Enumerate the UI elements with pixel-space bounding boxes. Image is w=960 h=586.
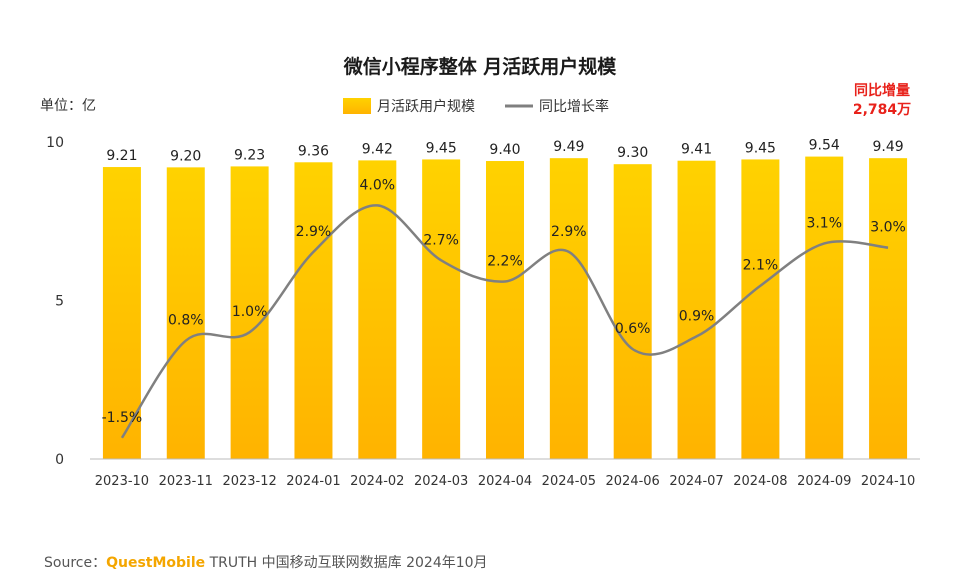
y-axis: 0 5 10	[46, 135, 64, 468]
bar	[741, 159, 780, 459]
bar-value-label: 9.42	[362, 141, 393, 157]
unit-label: 单位：亿	[40, 98, 96, 114]
x-tick-label: 2024-02	[350, 474, 404, 489]
bar-value-label: 9.45	[426, 140, 457, 156]
y-tick-label: 5	[55, 294, 64, 310]
growth-value-label: 2.9%	[551, 224, 587, 240]
bar-labels: 9.21 9.20 9.23 9.36 9.42 9.45 9.40 9.49 9.30 9.41…	[106, 138, 903, 165]
bar	[166, 167, 205, 460]
growth-value-label: 3.1%	[806, 215, 842, 231]
bar-value-label: 9.20	[170, 148, 201, 164]
growth-value-label: 2.1%	[743, 258, 779, 274]
x-tick-label: 2024-01	[286, 474, 340, 489]
y-tick-label: 10	[46, 135, 64, 151]
x-tick-label: 2024-06	[606, 474, 660, 489]
x-tick-label: 2023-12	[222, 474, 276, 489]
annotation-line2: 2,784万	[853, 102, 911, 118]
x-tick-label: 2024-07	[669, 474, 723, 489]
bar-value-label: 9.45	[745, 140, 776, 156]
bar	[869, 158, 908, 460]
legend-line-label: 同比增长率	[539, 98, 609, 115]
growth-value-label: 1.0%	[232, 304, 268, 320]
legend-bar-swatch	[343, 98, 371, 114]
bar-value-label: 9.41	[681, 142, 712, 158]
growth-value-label: 4.0%	[360, 177, 396, 193]
source-prefix: Source：	[44, 555, 106, 571]
x-axis: 2023-10 2023-11 2023-12 2024-01 2024-02 2024-…	[95, 474, 915, 489]
x-tick-label: 2024-09	[797, 474, 851, 489]
growth-value-label: -1.5%	[102, 410, 143, 426]
x-tick-label: 2024-10	[861, 474, 915, 489]
x-tick-label: 2024-05	[542, 474, 596, 489]
y-tick-label: 0	[55, 452, 64, 468]
growth-labels: -1.5% 0.8% 1.0% 2.9% 4.0% 2.7% 2.2% 2.9% 0.6% 0.9…	[102, 177, 906, 425]
growth-value-label: 2.7%	[423, 232, 459, 248]
growth-value-label: 0.9%	[679, 308, 715, 324]
bar-value-label: 9.21	[106, 148, 137, 164]
growth-rate-line	[120, 204, 889, 439]
bar-value-label: 9.49	[553, 139, 584, 155]
bar	[486, 161, 524, 459]
bar-value-label: 9.54	[809, 138, 840, 154]
bar	[613, 164, 652, 459]
x-tick-label: 2023-11	[159, 474, 213, 489]
chart-title: 微信小程序整体 月活跃用户规模	[343, 55, 618, 78]
legend: 月活跃用户规模 同比增长率	[343, 98, 609, 115]
growth-value-label: 0.6%	[615, 321, 651, 337]
bar-value-label: 9.40	[489, 142, 520, 158]
bar-value-label: 9.23	[234, 147, 265, 163]
legend-bar-label: 月活跃用户规模	[377, 98, 475, 115]
growth-value-label: 2.2%	[487, 253, 523, 269]
bar	[805, 156, 844, 459]
bar-value-label: 9.30	[617, 145, 648, 161]
bars	[102, 156, 908, 460]
source-note: Source：QuestMobile TRUTH 中国移动互联网数据库 2024…	[44, 555, 488, 571]
growth-value-label: 2.9%	[296, 224, 332, 240]
bar	[230, 166, 269, 459]
bar	[422, 159, 461, 459]
x-tick-label: 2024-08	[733, 474, 787, 489]
bar	[549, 158, 588, 460]
annotation-line1: 同比增量	[854, 82, 910, 99]
x-tick-label: 2024-03	[414, 474, 468, 489]
x-tick-label: 2024-04	[478, 474, 532, 489]
source-rest: TRUTH 中国移动互联网数据库 2024年10月	[205, 555, 487, 571]
growth-value-label: 3.0%	[870, 220, 906, 236]
growth-value-label: 0.8%	[168, 313, 204, 329]
bar	[294, 162, 333, 459]
bar	[677, 160, 716, 459]
bar	[102, 167, 141, 459]
bar-value-label: 9.36	[298, 143, 329, 159]
annotation: 同比增量 2,784万	[853, 82, 911, 118]
source-brand: QuestMobile	[106, 555, 205, 571]
x-tick-label: 2023-10	[95, 474, 149, 489]
bar-value-label: 9.49	[872, 139, 903, 155]
